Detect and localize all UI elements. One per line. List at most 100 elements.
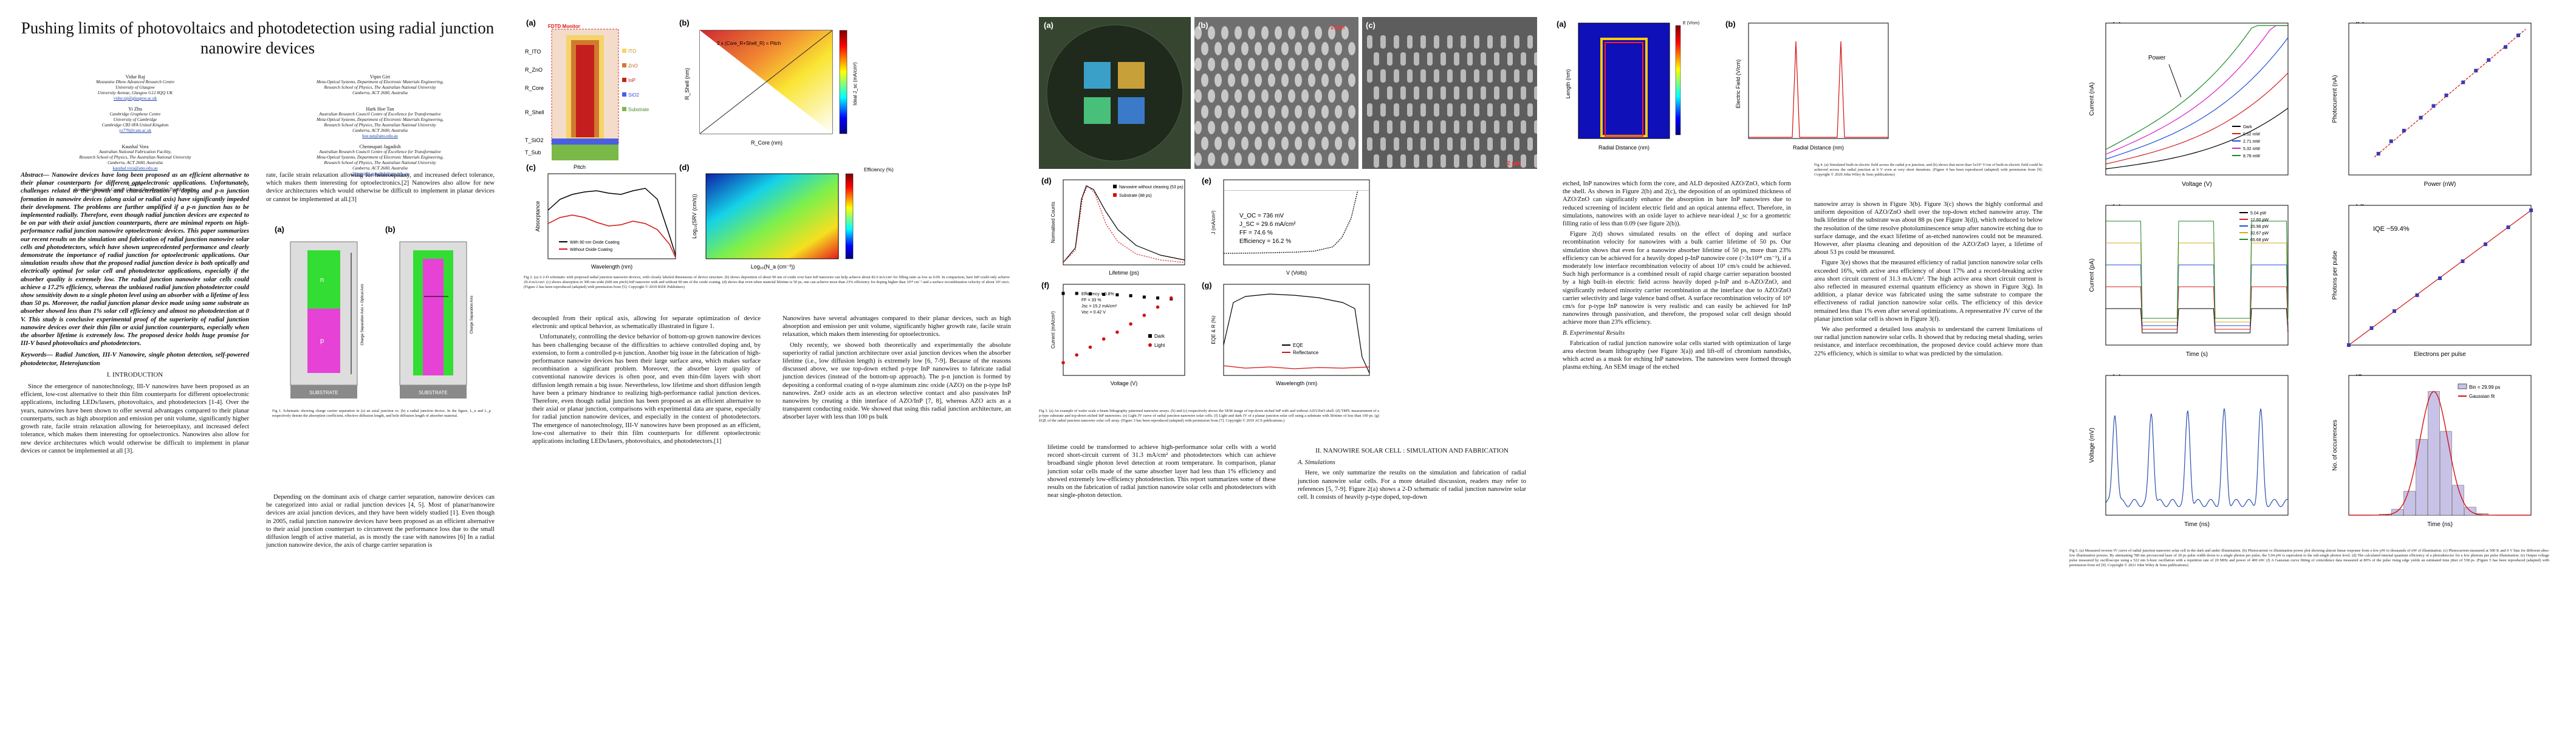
abstract: Abstract— Nanowire devices have long bee… xyxy=(21,172,249,347)
author-email-link[interactable]: chennupati.jagadish@anu.edu.au xyxy=(351,171,409,176)
fig3b-nanowire xyxy=(1275,121,1282,134)
fig3b-nanowire xyxy=(1315,26,1322,39)
fig2b-xlabel: R_Core (nm) xyxy=(751,140,783,146)
fig3b-nanowire xyxy=(1315,152,1322,166)
author-email-link[interactable]: hoe.tan@anu.edu.au xyxy=(362,134,398,139)
fig3c-nanowire xyxy=(1414,86,1419,100)
fig3c-nanowire xyxy=(1501,137,1506,151)
fig3b-nanowire xyxy=(1281,137,1289,150)
fig2d-heatmap xyxy=(705,173,839,259)
fig4a-colorbar xyxy=(1675,25,1681,135)
fig5d-xlabel: Electrons per pulse xyxy=(2414,351,2466,358)
fig3b-nanowire xyxy=(1261,26,1269,39)
fig3c-nanowire xyxy=(1454,154,1459,168)
fig3b-nanowire xyxy=(1201,74,1208,87)
fig3e-voc: V_OC = 736 mV xyxy=(1239,213,1284,219)
fig3b-nanowire xyxy=(1194,89,1202,103)
fig4-panel-a-label: (a) xyxy=(1557,19,1566,29)
subsection-experimental: B. Experimental Results xyxy=(1563,329,1625,337)
author-email-link[interactable]: yz770@cam.ac.uk xyxy=(118,128,152,133)
fig3c-nanowire xyxy=(1521,120,1526,134)
fig3b-nanowire xyxy=(1255,105,1262,118)
fig1b-substrate-label: SUBSTRATE xyxy=(419,390,447,395)
fig3b-nanowire xyxy=(1214,42,1222,55)
intro-column-2: Depending on the dominant axis of charge… xyxy=(266,493,495,552)
fig3c-nanowire xyxy=(1427,154,1433,168)
fig3b-nanowire xyxy=(1261,89,1269,103)
subsection-simulations: A. Simulations xyxy=(1298,459,1335,467)
fig3c-nanowire xyxy=(1387,52,1392,66)
fig3c-nanowire xyxy=(1414,120,1419,134)
intro-paragraph-2: Depending on the dominant axis of charge… xyxy=(266,494,495,549)
page3-left-column: lifetime could be transformed to achieve… xyxy=(1047,443,1276,502)
fig5f-bar xyxy=(2403,491,2416,516)
fig2d-xlabel: Log₁₀(N_a (cm⁻³)) xyxy=(751,264,795,270)
fig3b-nanowire xyxy=(1275,26,1282,39)
fig3f-legend: Dark Light xyxy=(1148,334,1165,348)
fig3b-nanowire xyxy=(1214,105,1222,118)
fig4a-junction-inner xyxy=(1605,42,1643,137)
fig5a-iv-curve xyxy=(2105,25,2288,155)
fig3b-nanowire xyxy=(1248,89,1255,103)
fig5e-voltage-trace xyxy=(2105,408,2289,507)
fig1a-n-text: n xyxy=(320,276,324,284)
author-affiliation: Research School of Physics, The Australi… xyxy=(324,85,436,90)
fig3c-nanowire xyxy=(1507,154,1513,168)
fig3-panel-g-label: (g) xyxy=(1202,281,1212,290)
fig3b-nanowire xyxy=(1281,105,1289,118)
fig4a-ylabel: Length (nm) xyxy=(1565,69,1571,99)
page3-paragraph-2: Here, we only summarize the results on t… xyxy=(1298,470,1526,501)
author-email-link[interactable]: vidur.raj@glasgow.ac.uk xyxy=(113,96,157,101)
fig5f-bar xyxy=(2428,391,2440,516)
fig3c-nanowire xyxy=(1434,137,1439,151)
fig2a-layer-zno: R_ZnO xyxy=(525,67,543,73)
fig3g-axes xyxy=(1223,284,1370,376)
fig3b-nanowire xyxy=(1335,137,1342,150)
fig3b-nanowire xyxy=(1208,26,1215,39)
fig1-panel-b-label: (b) xyxy=(385,225,396,234)
fig3g-eqe-curve xyxy=(1223,293,1370,374)
author-affiliation: Canberra, ACT 2600, Australia xyxy=(352,166,408,171)
fig5b-point xyxy=(2419,115,2423,120)
fig3c-nanowire xyxy=(1494,52,1499,66)
fig3b-scale-bar: 2 μm xyxy=(1331,24,1345,31)
fig3b-nanowire xyxy=(1301,26,1309,39)
fig2-panel-c-label: (c) xyxy=(526,163,536,172)
fig3a-wafer xyxy=(1046,24,1184,162)
fig2a-fdtd-label: FDTD Monitor xyxy=(548,24,580,29)
fig3b-nanowire xyxy=(1228,105,1235,118)
fig5a-curves xyxy=(2105,25,2289,169)
page4-paragraph-5: Figure 3(e) shows that the measured effi… xyxy=(1814,259,2043,323)
fig3-panel-a-label: (a) xyxy=(1044,21,1053,30)
fig3b-nanowire xyxy=(1308,105,1315,118)
author-name: Chennupati Jagadish xyxy=(359,144,401,149)
fig3f-light-point xyxy=(1129,322,1132,326)
fig5c-legend-entry: 12.60 pW xyxy=(2250,218,2269,222)
fig3b-nanowire xyxy=(1295,137,1302,150)
fig3c-nanowire xyxy=(1447,137,1453,151)
fig3c-nanowire xyxy=(1394,103,1399,117)
fig3c-nanowire xyxy=(1407,103,1413,117)
author-entry: Chennupati Jagadish Australian Research C… xyxy=(265,144,495,177)
fig3b-nanowire xyxy=(1221,58,1228,71)
fig5a-iv-curve xyxy=(2105,37,2289,160)
fig3c-nanowire xyxy=(1474,137,1479,151)
fig3b-nanowire xyxy=(1208,89,1215,103)
fig3f-dark-point xyxy=(1061,292,1065,295)
fig5a-ylabel: Current (nA) xyxy=(2089,82,2095,115)
fig3a-pattern-3 xyxy=(1084,97,1111,124)
fig3d-legend-2: Substrate (88 ps) xyxy=(1119,194,1152,198)
author-email-link[interactable]: kaushal.vora@anu.edu.au xyxy=(112,166,158,171)
fig5a-iv-curve xyxy=(2105,108,2289,169)
fig5d-point xyxy=(2484,242,2487,247)
fig5a-legend-entry: 5.32 mW xyxy=(2243,147,2260,151)
fig3c-nanowire xyxy=(1447,69,1453,83)
fig3b-nanowire xyxy=(1295,74,1302,87)
fig3c-nanowire xyxy=(1427,120,1433,134)
fig3b-nanowire xyxy=(1281,42,1289,55)
author-affiliation: Canberra, ACT 2600, Australia xyxy=(352,91,408,95)
fig2a-mat-ito: ITO xyxy=(628,49,636,54)
fig5b-fit-line xyxy=(2374,29,2526,158)
fig3c-nanowire xyxy=(1461,35,1466,49)
fig3b-nanowire xyxy=(1315,121,1322,134)
